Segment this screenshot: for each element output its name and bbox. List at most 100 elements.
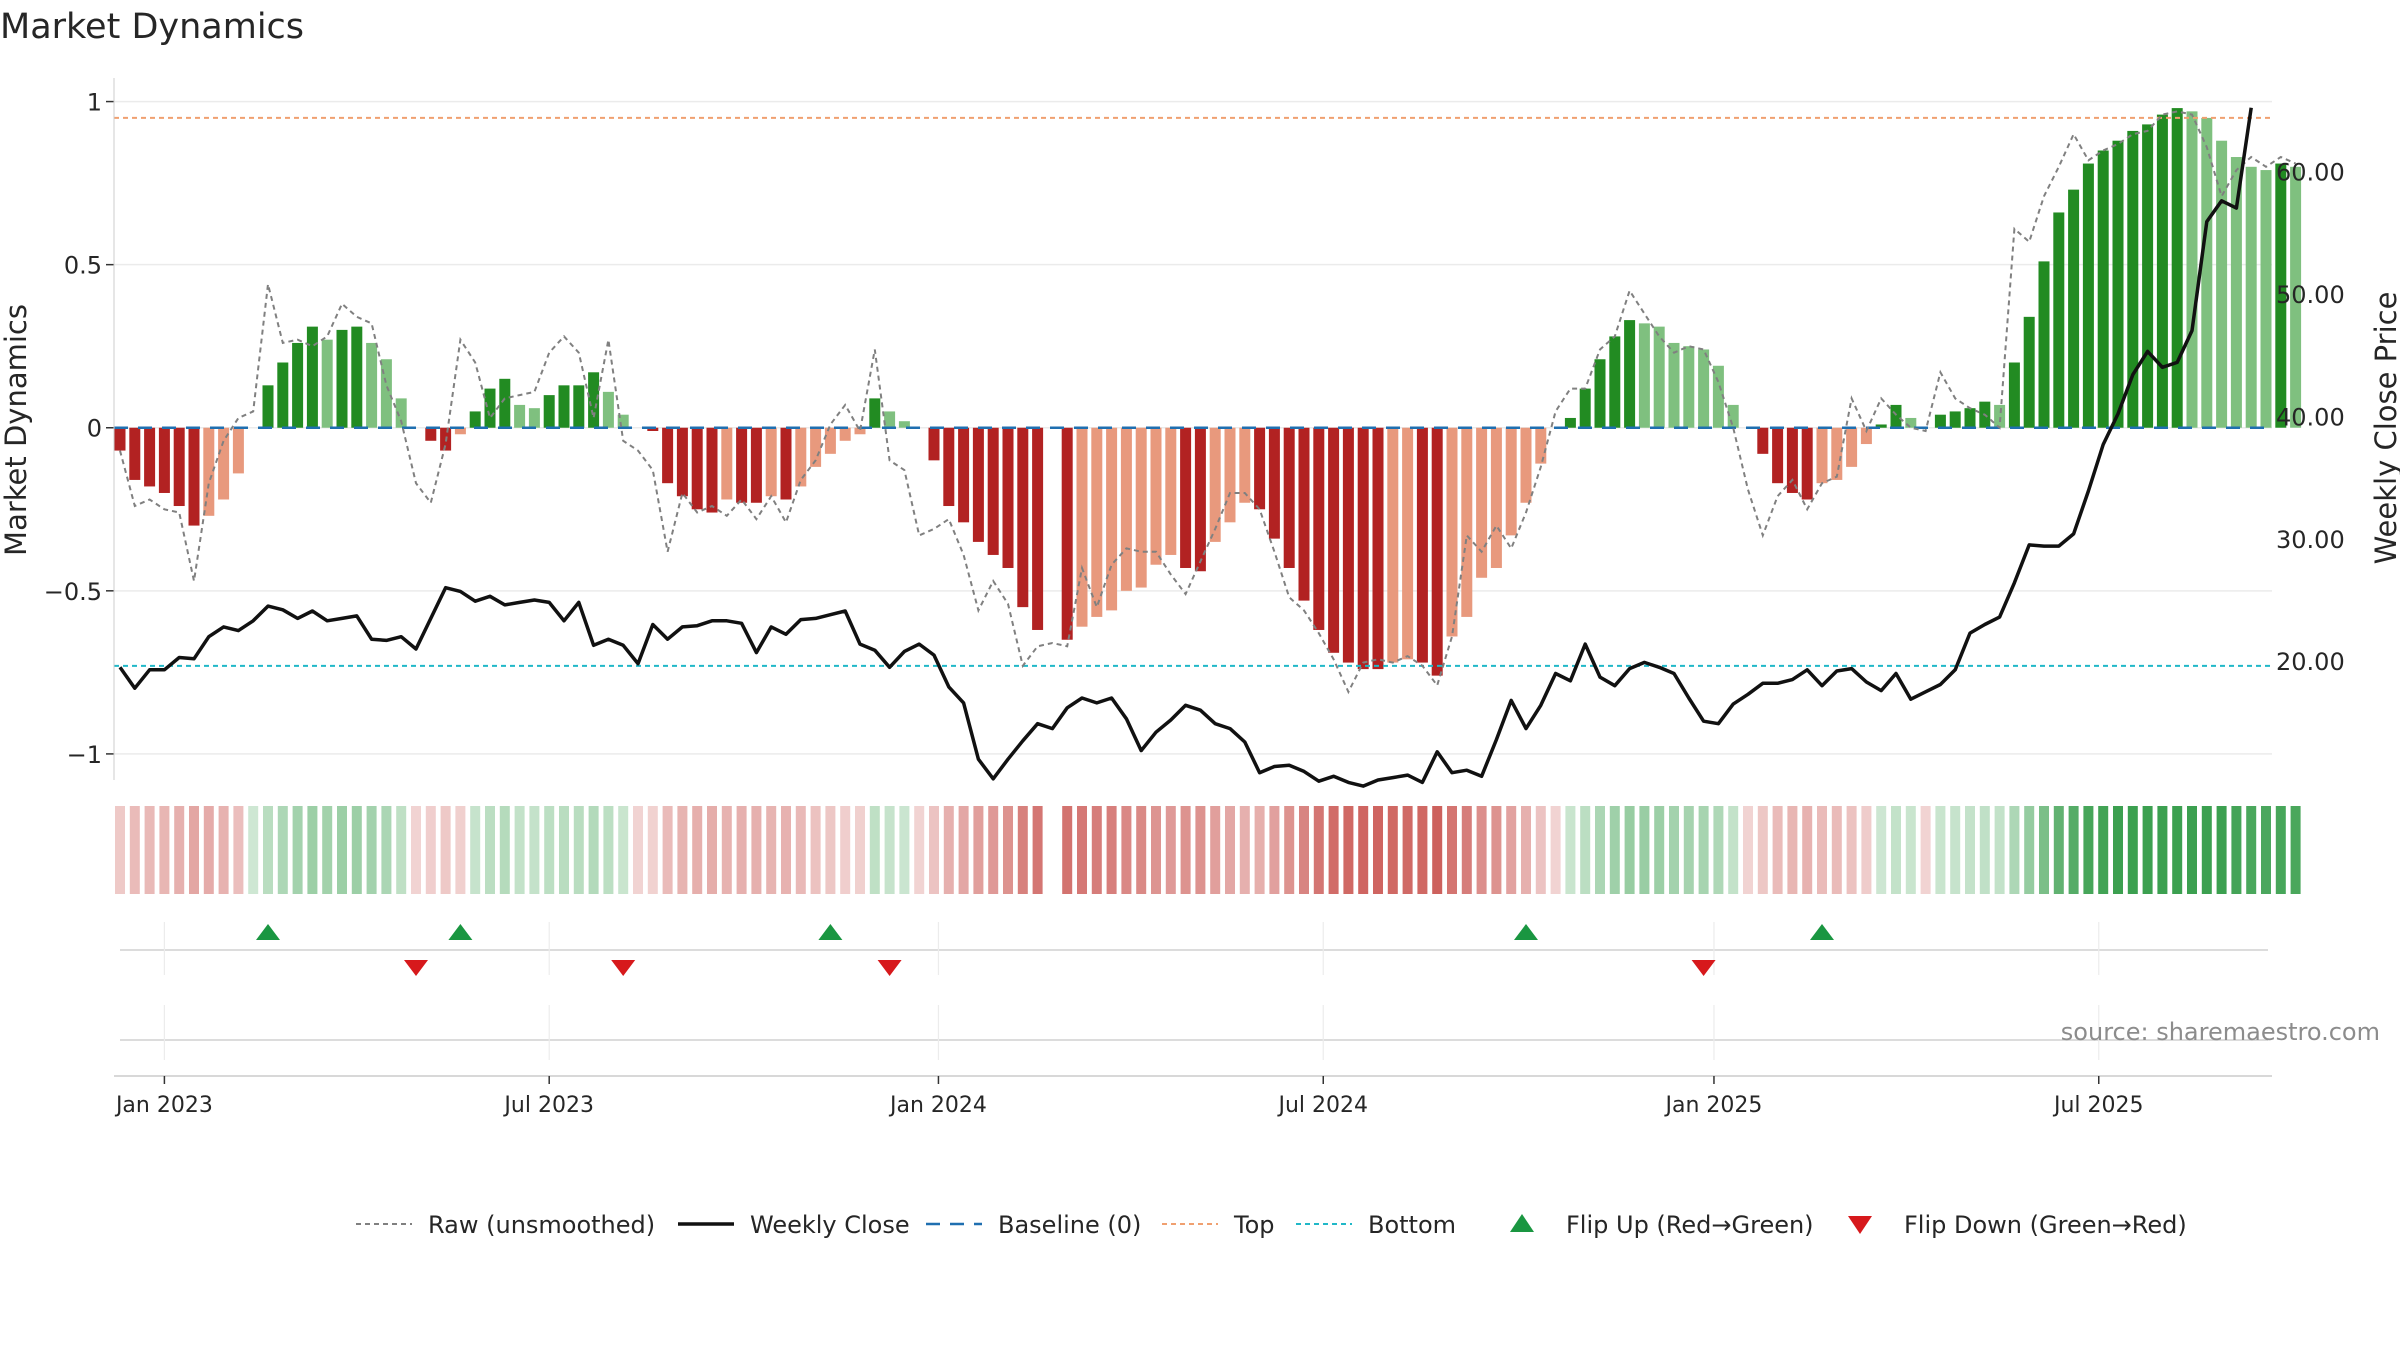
momentum-bar	[2260, 170, 2272, 428]
y2-tick-label: 20.00	[2276, 648, 2345, 676]
momentum-bar	[1535, 427, 1547, 464]
strip-cell	[662, 806, 673, 894]
momentum-bar	[2053, 212, 2065, 428]
momentum-bar	[484, 388, 496, 428]
momentum-bar	[1846, 427, 1858, 467]
strip-cell	[1565, 806, 1576, 894]
strip-cell	[277, 806, 288, 894]
source-credit: source: sharemaestro.com	[2061, 1018, 2380, 1046]
strip-cell	[914, 806, 925, 894]
flip-up-marker	[1810, 924, 1834, 940]
strip-cell	[1062, 806, 1073, 894]
momentum-bar	[499, 378, 511, 428]
momentum-bar	[2201, 117, 2213, 428]
y2-tick-label: 60.00	[2276, 158, 2345, 186]
strip-cell	[1402, 806, 1413, 894]
strip-cell	[1003, 806, 1013, 894]
momentum-bar	[2127, 130, 2139, 428]
y2-axis-label: Weekly Close Price	[2369, 292, 2400, 565]
momentum-bar	[1594, 359, 1606, 428]
strip-cell	[1831, 806, 1842, 894]
momentum-bar	[1772, 427, 1784, 484]
strip-cell	[1817, 806, 1827, 894]
momentum-bar	[1120, 427, 1132, 591]
momentum-bar	[1875, 424, 1887, 428]
momentum-bar	[854, 427, 866, 435]
momentum-bar	[943, 427, 955, 507]
momentum-bar	[839, 427, 851, 441]
momentum-bar	[588, 372, 600, 428]
strip-cell	[825, 806, 836, 894]
momentum-bar	[366, 342, 378, 428]
momentum-bar	[1150, 427, 1162, 565]
strip-cell	[1417, 806, 1428, 894]
strip-cell	[1284, 806, 1295, 894]
flip-up-marker	[1514, 924, 1538, 940]
momentum-bar	[1328, 427, 1340, 653]
strip-cell	[588, 806, 599, 894]
strip-cell	[618, 806, 629, 894]
strip-cell	[1743, 806, 1753, 894]
momentum-bar	[2112, 140, 2124, 428]
x-tick-label: Jan 2025	[1664, 1093, 1763, 1118]
strip-cell	[647, 806, 658, 894]
momentum-bar	[114, 427, 126, 451]
momentum-bar	[1490, 427, 1502, 568]
momentum-bar	[1505, 427, 1517, 536]
momentum-bar	[1964, 408, 1976, 428]
strip-cell	[1091, 806, 1102, 894]
strip-cell	[425, 806, 436, 894]
strip-cell	[322, 806, 333, 894]
x-tick-label: Jan 2024	[888, 1093, 987, 1118]
momentum-bar	[306, 326, 318, 428]
momentum-bar	[1298, 427, 1310, 601]
strip-cell	[1106, 806, 1117, 894]
strip-cell	[751, 806, 762, 894]
momentum-bar	[1165, 427, 1177, 555]
legend-label: Bottom	[1368, 1211, 1456, 1239]
momentum-bar	[188, 427, 200, 526]
momentum-bar	[1402, 427, 1414, 660]
strip-cell	[381, 806, 392, 894]
momentum-bar	[1860, 427, 1872, 445]
momentum-bar	[958, 427, 970, 523]
momentum-bar	[262, 385, 274, 428]
momentum-bar	[528, 408, 540, 428]
momentum-bar	[617, 414, 629, 428]
strip-cell	[1210, 806, 1221, 894]
momentum-bar	[1994, 404, 2006, 428]
strip-cell	[1802, 806, 1813, 894]
momentum-bar	[1431, 427, 1443, 676]
strip-cell	[766, 806, 777, 894]
momentum-bar	[972, 427, 984, 542]
momentum-bar	[173, 427, 185, 507]
legend-label: Raw (unsmoothed)	[428, 1211, 655, 1239]
momentum-bar	[1254, 427, 1266, 510]
momentum-bar	[1949, 411, 1961, 428]
strip-cell	[973, 806, 984, 894]
strip-cell	[1905, 806, 1916, 894]
strip-cell	[1535, 806, 1546, 894]
legend-swatch-flip-down	[1848, 1216, 1872, 1234]
strip-cell	[2098, 806, 2109, 894]
momentum-bar	[2038, 261, 2050, 428]
y-tick-label: 1	[87, 89, 102, 117]
strip-cell	[1935, 806, 1946, 894]
momentum-bar	[218, 427, 230, 500]
flip-down-marker	[1691, 960, 1716, 976]
strip-cell	[1609, 806, 1620, 894]
momentum-bar	[1668, 342, 1680, 428]
strip-cell	[1180, 806, 1191, 894]
strip-cell	[1476, 806, 1487, 894]
strip-cell	[2231, 806, 2242, 894]
y-tick-label: 0.5	[64, 252, 102, 280]
flip-down-marker	[404, 960, 428, 976]
momentum-bar	[662, 427, 674, 484]
momentum-bar	[1372, 427, 1384, 670]
strip-cell	[263, 806, 273, 894]
momentum-bar	[1786, 427, 1798, 493]
momentum-bar	[2230, 157, 2242, 428]
strip-cell	[943, 806, 954, 894]
strip-cell	[1979, 806, 1990, 894]
momentum-bar	[1061, 427, 1073, 640]
